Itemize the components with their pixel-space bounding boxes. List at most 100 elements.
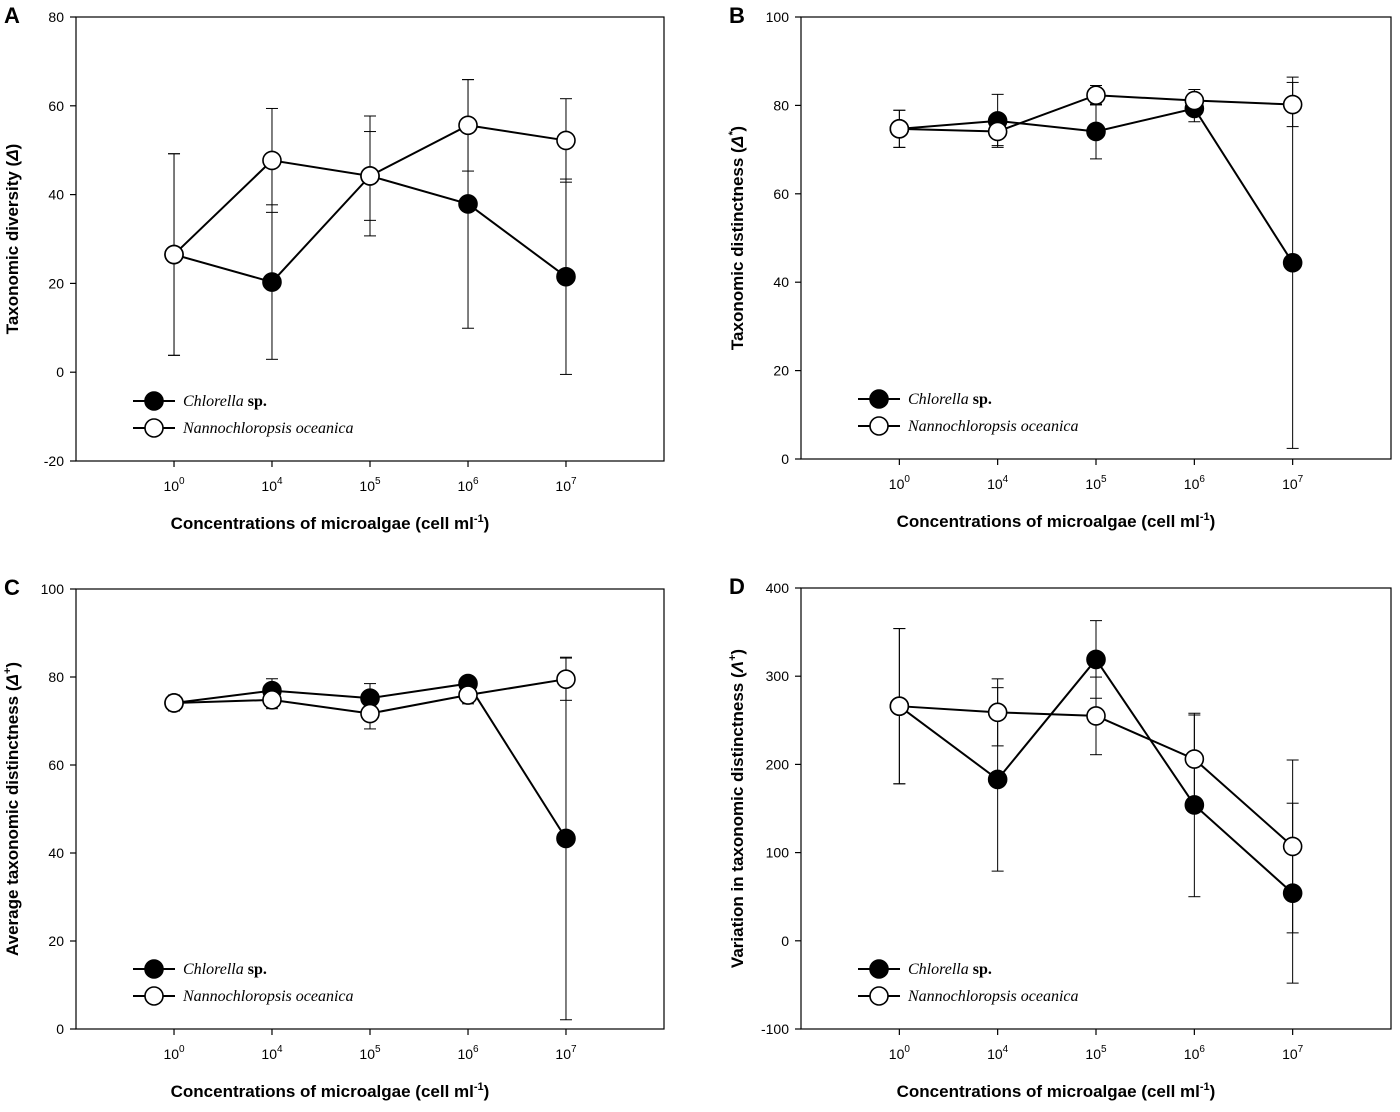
legend: Chlorella sp. Nannochloropsis oceanica xyxy=(133,959,354,1006)
x-tick-base: 10 xyxy=(889,476,905,492)
markers-nannochloropsis xyxy=(889,696,1303,857)
x-tick-base: 10 xyxy=(555,1046,571,1062)
x-tick-base: 10 xyxy=(163,1046,179,1062)
x-tick-exponent: 5 xyxy=(1101,1044,1107,1055)
plot-frame xyxy=(75,588,665,1030)
y-axis-label: Variation in taxonomic distinctness (Λ+) xyxy=(727,649,747,968)
legend-species: Nannochloropsis oceanica xyxy=(907,988,1079,1005)
x-tick-exponent: 0 xyxy=(179,1044,185,1055)
y-axis-label: Average taxonomic distinctness (Δ+) xyxy=(2,662,22,956)
x-axis-label: Concentrations of microalgae (cell ml-1) xyxy=(897,511,1216,531)
data-point xyxy=(458,115,478,136)
x-tick-exponent: 7 xyxy=(1298,1044,1304,1055)
data-point xyxy=(1086,121,1106,142)
x-tick-base: 10 xyxy=(987,476,1003,492)
legend-label: Chlorella sp. xyxy=(183,961,267,978)
x-tick-base: 10 xyxy=(1282,1046,1298,1062)
x-tick-base: 10 xyxy=(457,1046,473,1062)
y-tick-label: 100 xyxy=(766,9,790,25)
legend-marker xyxy=(869,986,889,1006)
legend-marker xyxy=(144,391,164,411)
x-axis-label-sup: -1 xyxy=(1200,1081,1210,1093)
x-axis-label-end: ) xyxy=(484,514,490,533)
y-axis-label-symbol: Λ xyxy=(728,661,747,673)
x-tick-label: 107 xyxy=(1282,1044,1304,1062)
y-axis-label-symbol: Δ xyxy=(3,149,22,161)
data-point xyxy=(889,696,910,716)
x-tick-base: 10 xyxy=(1184,1046,1200,1062)
y-axis-label-sup: * xyxy=(727,131,739,136)
x-axis-label-sup: -1 xyxy=(474,513,484,525)
data-point xyxy=(987,769,1008,790)
x-tick-label: 100 xyxy=(163,1044,185,1062)
x-tick-label: 106 xyxy=(1184,474,1206,492)
x-tick-label: 104 xyxy=(261,1044,283,1062)
x-axis-label: Concentrations of microalgae (cell ml-1) xyxy=(171,1081,490,1101)
data-point xyxy=(1086,649,1106,670)
y-tick-label: 60 xyxy=(773,186,789,202)
y-axis-label-end: ) xyxy=(728,649,747,655)
data-point xyxy=(262,272,282,292)
legend: Chlorella sp. Nannochloropsis oceanica xyxy=(133,391,354,438)
legend-marker xyxy=(144,959,164,979)
y-tick-label: -100 xyxy=(761,1021,789,1037)
x-axis-label-text: Concentrations of microalgae (cell ml xyxy=(171,514,474,533)
markers-nannochloropsis xyxy=(164,669,576,724)
legend-suffix: sp. xyxy=(244,393,267,410)
y-axis-label-end: ) xyxy=(728,126,747,132)
data-point xyxy=(360,166,380,186)
legend-label: Chlorella sp. xyxy=(908,961,992,978)
legend-suffix: sp. xyxy=(969,961,992,978)
y-tick-label: 0 xyxy=(56,1021,64,1037)
y-tick-label: 80 xyxy=(48,669,64,685)
plot-frame xyxy=(800,16,1392,460)
y-tick-label: 20 xyxy=(48,933,64,949)
x-tick-exponent: 6 xyxy=(1199,474,1205,485)
data-point xyxy=(987,702,1008,723)
x-tick-base: 10 xyxy=(1085,1046,1101,1062)
data-point xyxy=(1282,836,1303,857)
y-axis-label-end: ) xyxy=(3,144,22,150)
x-axis-label-end: ) xyxy=(1210,512,1216,531)
y-tick-label: 60 xyxy=(48,98,64,114)
plot-frame xyxy=(75,16,665,462)
x-tick-label: 105 xyxy=(359,476,381,494)
y-tick-label: 0 xyxy=(781,933,789,949)
x-tick-exponent: 6 xyxy=(473,476,479,487)
legend-label: Nannochloropsis oceanica xyxy=(182,988,354,1005)
legend-marker xyxy=(144,986,164,1006)
data-point xyxy=(1282,252,1303,273)
x-axis-label: Concentrations of microalgae (cell ml-1) xyxy=(171,513,490,533)
legend-label: Nannochloropsis oceanica xyxy=(907,418,1079,435)
x-axis-label-text: Concentrations of microalgae (cell ml xyxy=(897,512,1200,531)
y-tick-label: 40 xyxy=(48,187,64,203)
legend-label: Nannochloropsis oceanica xyxy=(182,420,354,437)
x-tick-base: 10 xyxy=(1085,476,1101,492)
x-tick-base: 10 xyxy=(261,1046,277,1062)
x-axis-label-end: ) xyxy=(1210,1082,1216,1101)
x-tick-base: 10 xyxy=(163,478,179,494)
legend-species: Chlorella xyxy=(908,961,969,978)
data-point xyxy=(987,121,1008,142)
x-tick-label: 106 xyxy=(457,476,479,494)
x-tick-base: 10 xyxy=(261,478,277,494)
data-point xyxy=(1282,883,1303,903)
x-axis-label-end: ) xyxy=(484,1082,490,1101)
markers-nannochloropsis xyxy=(164,115,576,265)
legend-species: Chlorella xyxy=(183,961,244,978)
y-tick-label: 80 xyxy=(48,9,64,25)
y-tick-label: 100 xyxy=(766,845,790,861)
y-axis-label-text: Taxonomic diversity ( xyxy=(3,160,22,334)
x-tick-label: 107 xyxy=(1282,474,1304,492)
y-tick-label: 20 xyxy=(773,363,789,379)
y-tick-label: 40 xyxy=(773,274,789,290)
x-tick-label: 105 xyxy=(1085,1044,1107,1062)
x-tick-base: 10 xyxy=(555,478,571,494)
x-tick-base: 10 xyxy=(889,1046,905,1062)
data-point xyxy=(1086,85,1106,106)
legend-label: Chlorella sp. xyxy=(908,391,992,408)
data-point xyxy=(164,244,184,265)
x-tick-label: 100 xyxy=(889,474,911,492)
